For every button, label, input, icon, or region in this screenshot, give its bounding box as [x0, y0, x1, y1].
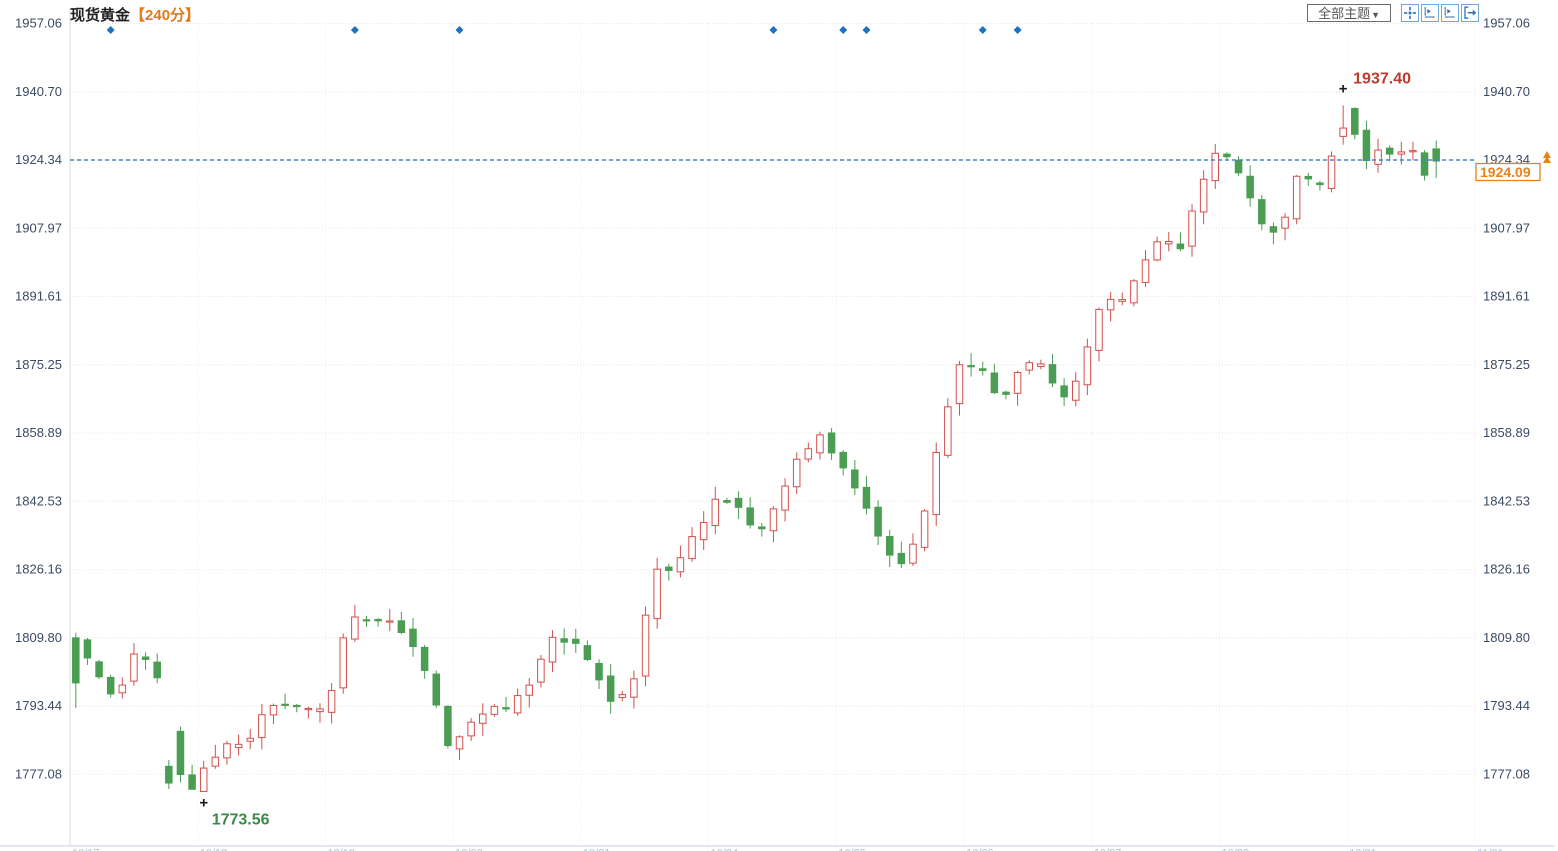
svg-text:1891.61: 1891.61 — [1483, 289, 1530, 304]
svg-text:1842.53: 1842.53 — [1483, 493, 1530, 508]
svg-text:1826.16: 1826.16 — [1483, 562, 1530, 577]
svg-text:1826.16: 1826.16 — [15, 562, 62, 577]
svg-text:1858.89: 1858.89 — [1483, 425, 1530, 440]
svg-text:1875.25: 1875.25 — [1483, 357, 1530, 372]
svg-text:1875.25: 1875.25 — [15, 357, 62, 372]
svg-text:1773.56: 1773.56 — [212, 811, 270, 828]
svg-text:1891.61: 1891.61 — [15, 289, 62, 304]
svg-text:1809.80: 1809.80 — [15, 630, 62, 645]
svg-text:1842.53: 1842.53 — [15, 493, 62, 508]
svg-text:10/31: 10/31 — [1349, 848, 1377, 851]
svg-text:10/26: 10/26 — [966, 848, 994, 851]
svg-text:10/18: 10/18 — [200, 848, 228, 851]
svg-text:1793.44: 1793.44 — [1483, 698, 1530, 713]
svg-text:10/20: 10/20 — [455, 848, 483, 851]
svg-text:1777.08: 1777.08 — [15, 766, 62, 781]
svg-text:+: + — [199, 794, 208, 811]
svg-text:1793.44: 1793.44 — [15, 698, 62, 713]
svg-text:1924.09: 1924.09 — [1480, 164, 1531, 180]
svg-text:11/01: 11/01 — [1477, 848, 1504, 851]
svg-text:+: + — [1339, 81, 1348, 98]
svg-text:10/21: 10/21 — [583, 848, 611, 851]
svg-text:1937.40: 1937.40 — [1353, 71, 1411, 88]
svg-text:10/27: 10/27 — [1094, 848, 1122, 851]
svg-text:10/25: 10/25 — [838, 848, 866, 851]
svg-text:1858.89: 1858.89 — [15, 425, 62, 440]
svg-text:1809.80: 1809.80 — [1483, 630, 1530, 645]
svg-text:10/24: 10/24 — [711, 848, 739, 851]
svg-text:1907.97: 1907.97 — [1483, 220, 1530, 235]
svg-text:1907.97: 1907.97 — [15, 220, 62, 235]
svg-text:1957.06: 1957.06 — [1483, 16, 1530, 31]
svg-text:10/19: 10/19 — [327, 848, 355, 851]
svg-text:10/17: 10/17 — [72, 848, 100, 851]
svg-text:1957.06: 1957.06 — [15, 16, 62, 31]
svg-text:1924.34: 1924.34 — [15, 152, 62, 167]
svg-text:1940.70: 1940.70 — [15, 84, 62, 99]
svg-text:1777.08: 1777.08 — [1483, 766, 1530, 781]
svg-text:1940.70: 1940.70 — [1483, 84, 1530, 99]
svg-text:10/28: 10/28 — [1222, 848, 1250, 851]
